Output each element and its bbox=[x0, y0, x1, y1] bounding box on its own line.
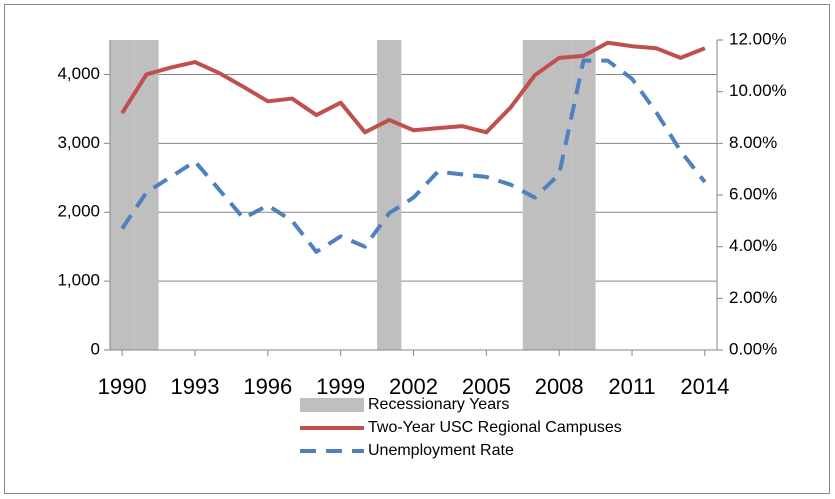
legend-label: Recessionary Years bbox=[368, 396, 509, 413]
x-tick-label: 1996 bbox=[243, 374, 292, 399]
x-tick-label: 1999 bbox=[316, 374, 365, 399]
y-tick-label: 2,000 bbox=[57, 202, 100, 221]
x-tick-label: 1990 bbox=[98, 374, 147, 399]
y-tick-label: 1,000 bbox=[57, 271, 100, 290]
recession-bar bbox=[571, 40, 596, 350]
series-line bbox=[120, 58, 707, 254]
x-tick-label: 2002 bbox=[389, 374, 438, 399]
legend-label: Two-Year USC Regional Campuses bbox=[368, 419, 622, 436]
x-tick-label: 2011 bbox=[608, 374, 655, 399]
series-line bbox=[120, 40, 706, 135]
y-tick-label: 4,000 bbox=[57, 64, 100, 83]
recession-bar bbox=[377, 40, 402, 350]
legend-swatch bbox=[300, 398, 364, 412]
recession-bar bbox=[547, 40, 572, 350]
y-tick-label: 0 bbox=[91, 339, 100, 358]
y2-tick-label: 8.00% bbox=[729, 133, 777, 152]
x-tick-label: 2005 bbox=[462, 374, 511, 399]
y2-tick-label: 0.00% bbox=[729, 339, 777, 358]
y2-tick-label: 4.00% bbox=[729, 236, 777, 255]
y2-tick-label: 10.00% bbox=[729, 81, 787, 100]
y2-tick-label: 6.00% bbox=[729, 184, 777, 203]
y2-tick-label: 2.00% bbox=[729, 288, 777, 307]
recession-bar bbox=[110, 40, 135, 350]
x-tick-label: 2014 bbox=[680, 374, 729, 399]
y2-tick-label: 12.00% bbox=[729, 29, 787, 48]
legend-label: Unemployment Rate bbox=[368, 442, 514, 459]
y-tick-label: 3,000 bbox=[57, 133, 100, 152]
x-tick-label: 1993 bbox=[171, 374, 220, 399]
x-tick-label: 2008 bbox=[535, 374, 584, 399]
